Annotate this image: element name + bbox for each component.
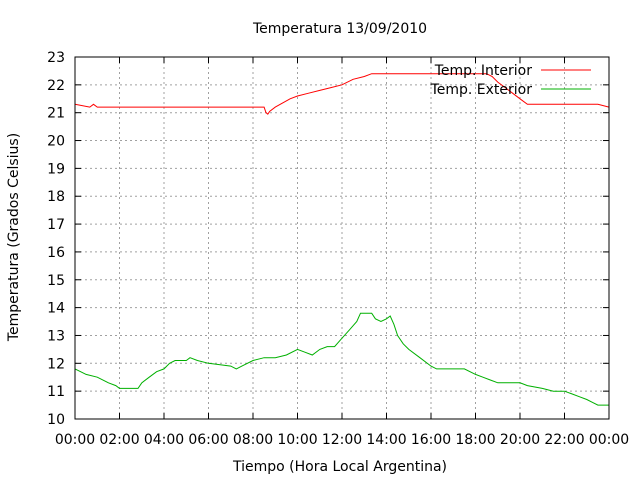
- x-tick-label: 06:00: [188, 432, 228, 448]
- y-tick-label: 16: [47, 245, 65, 261]
- series-layer: [74, 73, 610, 406]
- series-line-temp-exterior: [74, 312, 609, 406]
- y-tick-label: 15: [47, 273, 65, 289]
- y-tick-label: 11: [47, 384, 65, 400]
- y-tick-label: 12: [47, 356, 65, 372]
- y-tick-label: 14: [47, 301, 65, 317]
- legend-label-temp-interior: Temp. Interior: [434, 63, 533, 79]
- y-tick-label: 18: [47, 189, 65, 205]
- x-tick-label: 22:00: [544, 432, 584, 448]
- x-tick-label: 00:00: [589, 432, 629, 448]
- y-tick-label: 23: [47, 50, 65, 66]
- x-tick-label: 14:00: [366, 432, 406, 448]
- x-tick-label: 08:00: [233, 432, 273, 448]
- series-line-temp-interior: [74, 73, 610, 115]
- legend: Temp. Interior Temp. Exterior: [430, 63, 591, 98]
- legend-label-temp-exterior: Temp. Exterior: [430, 82, 533, 98]
- y-tick-label: 13: [47, 328, 65, 344]
- y-tick-label: 19: [47, 161, 65, 177]
- y-tick-label: 22: [47, 78, 65, 94]
- grid-lines: [75, 57, 609, 419]
- x-tick-label: 10:00: [277, 432, 317, 448]
- y-tick-label: 20: [47, 134, 65, 150]
- x-tick-label: 00:00: [55, 432, 95, 448]
- x-tick-label: 04:00: [144, 432, 184, 448]
- x-tick-label: 20:00: [500, 432, 540, 448]
- tick-layer: 00:00 02:00 04:00 06:00 08:00 10:00 12:00 14:00…: [47, 50, 629, 448]
- y-tick-label: 17: [47, 217, 65, 233]
- y-axis-label: Temperatura (Grados Celsius): [6, 133, 22, 342]
- x-tick-label: 16:00: [411, 432, 451, 448]
- x-tick-label: 02:00: [99, 432, 139, 448]
- x-axis-label: Tiempo (Hora Local Argentina): [232, 459, 447, 475]
- chart-title: Temperatura 13/09/2010: [252, 21, 427, 37]
- x-tick-label: 12:00: [322, 432, 362, 448]
- y-tick-label: 10: [47, 412, 65, 428]
- y-tick-label: 21: [47, 106, 65, 122]
- x-tick-label: 18:00: [455, 432, 495, 448]
